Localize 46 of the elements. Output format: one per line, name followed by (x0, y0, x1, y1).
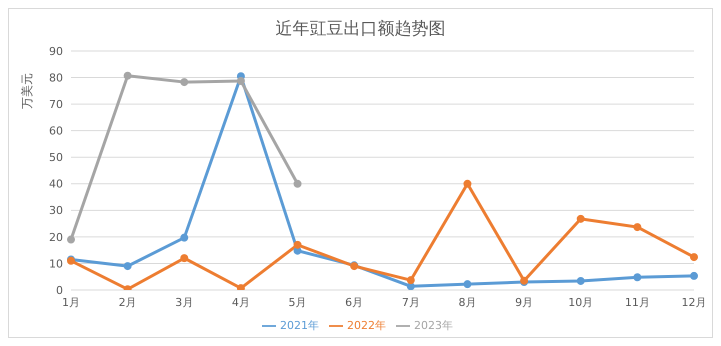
legend-label: 2023年 (414, 319, 453, 332)
x-tick-label: 10月 (568, 296, 594, 309)
point (236, 77, 245, 86)
chart-title: 近年豇豆出口额趋势图 (274, 18, 446, 40)
point (124, 262, 132, 270)
x-tick-label: 8月 (458, 296, 476, 309)
x-tick-label: 2月 (118, 296, 137, 309)
y-tick-label: 20 (49, 230, 63, 244)
point (690, 253, 698, 262)
point (576, 276, 585, 285)
y-tick-label: 60 (49, 124, 63, 138)
point (690, 272, 698, 280)
y-tick-label: 0 (56, 284, 63, 297)
x-tick-label: 12月 (682, 296, 706, 309)
point (576, 214, 585, 223)
point (180, 254, 188, 262)
y-tick-label: 90 (49, 44, 63, 58)
point (294, 180, 302, 188)
point (633, 273, 642, 282)
y-tick-label: 40 (49, 178, 63, 191)
y-axis-title: 万美元 (19, 73, 35, 109)
x-tick-label: 7月 (402, 296, 420, 309)
point (236, 284, 245, 290)
point (67, 236, 75, 244)
x-tick-label: 1月 (62, 296, 80, 309)
point (406, 276, 415, 284)
y-tick-label: 10 (49, 257, 63, 270)
x-tick-label: 9月 (515, 296, 534, 309)
x-tick-label: 5月 (288, 296, 307, 309)
point (180, 234, 188, 242)
point (633, 223, 642, 232)
point (463, 280, 472, 288)
y-tick-label: 50 (49, 151, 63, 164)
legend-label: 2021年 (280, 319, 319, 332)
y-tick-label: 80 (49, 71, 63, 84)
y-tick-label: 70 (49, 98, 63, 112)
point (180, 78, 188, 86)
x-tick-label: 6月 (345, 296, 364, 309)
point (124, 72, 132, 80)
y-tick-label: 30 (49, 204, 63, 218)
x-tick-label: 11月 (624, 296, 650, 309)
x-tick-label: 3月 (175, 296, 194, 309)
legend-label: 2022年 (347, 319, 386, 332)
point (294, 240, 302, 249)
x-tick-label: 4月 (232, 296, 250, 309)
point (463, 180, 472, 188)
